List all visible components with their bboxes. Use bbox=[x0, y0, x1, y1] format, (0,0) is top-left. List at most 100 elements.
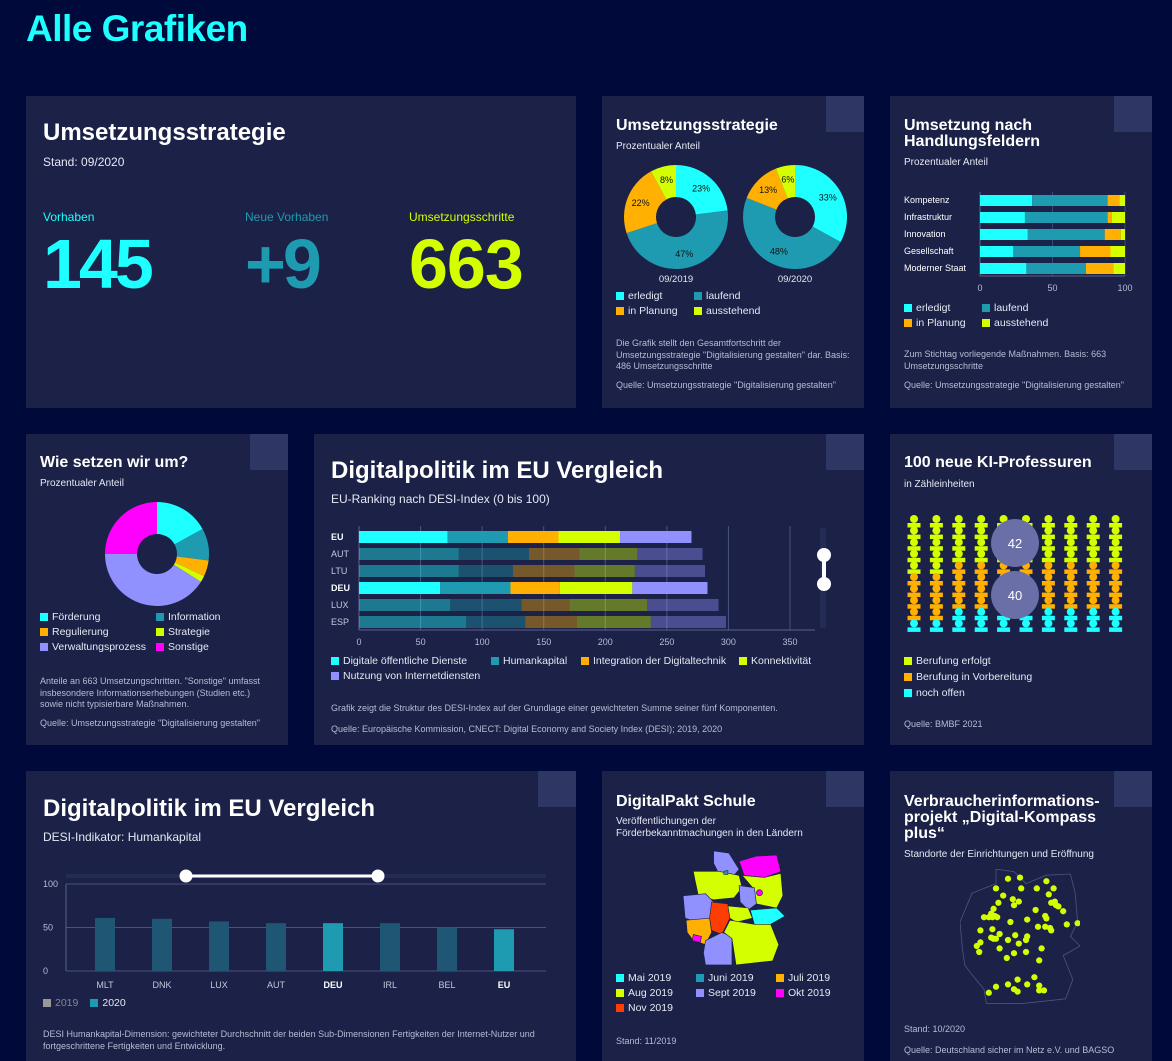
state-region[interactable] bbox=[703, 932, 733, 966]
kpi-neue-vorhaben: Neue Vorhaben +9 bbox=[245, 210, 328, 304]
location-dot[interactable] bbox=[1042, 923, 1049, 930]
person-body bbox=[907, 569, 921, 574]
expand-corner-button[interactable] bbox=[250, 434, 288, 470]
location-dot[interactable] bbox=[992, 935, 1000, 942]
person-body bbox=[997, 627, 1011, 632]
location-dot[interactable] bbox=[1043, 915, 1050, 922]
person-head bbox=[1044, 573, 1053, 581]
kpi-label: Umsetzungsschritte bbox=[409, 210, 515, 224]
location-dot[interactable] bbox=[990, 905, 997, 912]
location-dot[interactable] bbox=[1050, 885, 1057, 892]
location-dot[interactable] bbox=[1036, 957, 1043, 964]
location-dot[interactable] bbox=[996, 945, 1003, 952]
chart-legend: Digitale öffentliche Dienste Humankapital… bbox=[331, 655, 841, 682]
location-dot[interactable] bbox=[1036, 982, 1043, 989]
location-dot[interactable] bbox=[1004, 875, 1012, 882]
location-dot[interactable] bbox=[977, 927, 984, 934]
location-dot[interactable] bbox=[1063, 921, 1070, 928]
location-dot[interactable] bbox=[1024, 981, 1031, 988]
location-dot[interactable] bbox=[1052, 902, 1060, 909]
bar bbox=[266, 923, 286, 971]
slider-handle[interactable] bbox=[817, 548, 831, 562]
location-dot[interactable] bbox=[1004, 936, 1012, 944]
location-dot[interactable] bbox=[1004, 981, 1012, 988]
location-dot[interactable] bbox=[989, 926, 996, 933]
donut-slice bbox=[650, 165, 676, 200]
state-region[interactable] bbox=[749, 907, 785, 925]
slider-handle[interactable] bbox=[179, 869, 193, 883]
bar-segment bbox=[458, 565, 513, 577]
person-body bbox=[952, 546, 966, 551]
bar bbox=[95, 917, 115, 971]
location-dot[interactable] bbox=[1016, 874, 1024, 881]
location-dot[interactable] bbox=[1009, 896, 1016, 903]
state-region[interactable] bbox=[723, 869, 729, 875]
location-dot[interactable] bbox=[1043, 878, 1050, 885]
state-region[interactable] bbox=[727, 905, 753, 923]
location-dot[interactable] bbox=[1022, 936, 1030, 944]
expand-corner-button[interactable] bbox=[538, 771, 576, 807]
legend-item: Verwaltungsprozess bbox=[40, 641, 156, 653]
location-dot[interactable] bbox=[1036, 987, 1043, 994]
state-region[interactable] bbox=[691, 934, 702, 943]
location-dot[interactable] bbox=[985, 989, 992, 996]
location-dot[interactable] bbox=[994, 914, 1001, 921]
location-dot[interactable] bbox=[1018, 885, 1025, 892]
card-subtitle: in Zähleinheiten bbox=[904, 479, 975, 490]
person-head bbox=[977, 561, 986, 570]
bar-segment bbox=[579, 548, 638, 560]
expand-corner-button[interactable] bbox=[826, 434, 864, 470]
card-source: Quelle: Umsetzungsstrategie "Digitalisie… bbox=[616, 380, 836, 390]
location-dot[interactable] bbox=[1022, 948, 1030, 956]
person-head bbox=[932, 561, 941, 570]
location-dot[interactable] bbox=[1007, 918, 1014, 926]
location-dot[interactable] bbox=[1031, 974, 1038, 981]
location-dot[interactable] bbox=[1060, 908, 1067, 915]
location-dot[interactable] bbox=[1040, 987, 1048, 994]
location-dot[interactable] bbox=[992, 885, 1000, 892]
person-head bbox=[1111, 607, 1120, 616]
person-head bbox=[954, 619, 963, 628]
donut-slice bbox=[174, 528, 209, 561]
location-dot[interactable] bbox=[1045, 891, 1052, 898]
location-dot[interactable] bbox=[1033, 885, 1040, 892]
location-dot[interactable] bbox=[1032, 906, 1039, 914]
expand-corner-button[interactable] bbox=[826, 96, 864, 132]
location-dot[interactable] bbox=[992, 983, 1000, 990]
location-dot[interactable] bbox=[980, 914, 988, 921]
legend-swatch bbox=[694, 292, 702, 300]
location-dot[interactable] bbox=[1014, 976, 1021, 983]
expand-corner-button[interactable] bbox=[826, 771, 864, 807]
location-dot[interactable] bbox=[1010, 986, 1018, 993]
location-dot[interactable] bbox=[1038, 945, 1045, 952]
state-region[interactable] bbox=[723, 919, 780, 966]
state-region[interactable] bbox=[738, 854, 782, 878]
legend-swatch bbox=[581, 657, 589, 665]
state-region[interactable] bbox=[738, 885, 757, 911]
slider-handle[interactable] bbox=[817, 577, 831, 591]
location-dot[interactable] bbox=[976, 948, 983, 956]
slider-handle[interactable] bbox=[371, 869, 385, 883]
location-dot[interactable] bbox=[1034, 923, 1042, 930]
person-body bbox=[907, 534, 921, 540]
location-dot[interactable] bbox=[1015, 898, 1022, 905]
card-subtitle: Standorte der Einrichtungen und Eröffnun… bbox=[904, 849, 1094, 860]
location-dot[interactable] bbox=[995, 899, 1002, 906]
person-body bbox=[1064, 557, 1078, 563]
expand-corner-button[interactable] bbox=[1114, 771, 1152, 807]
location-dot[interactable] bbox=[1012, 932, 1019, 939]
location-dot[interactable] bbox=[1015, 940, 1022, 947]
location-dot[interactable] bbox=[1010, 902, 1018, 909]
location-dot[interactable] bbox=[1003, 954, 1010, 962]
location-dot[interactable] bbox=[1024, 916, 1031, 923]
location-dot[interactable] bbox=[973, 942, 980, 950]
location-dot[interactable] bbox=[1048, 927, 1055, 934]
location-dot[interactable] bbox=[1074, 920, 1080, 927]
location-dot[interactable] bbox=[1010, 950, 1018, 957]
location-dot[interactable] bbox=[1000, 892, 1007, 899]
state-region[interactable] bbox=[756, 889, 763, 897]
expand-corner-button[interactable] bbox=[1114, 96, 1152, 132]
expand-corner-button[interactable] bbox=[1114, 434, 1152, 470]
location-dot[interactable] bbox=[996, 930, 1003, 938]
person-head bbox=[910, 607, 918, 616]
